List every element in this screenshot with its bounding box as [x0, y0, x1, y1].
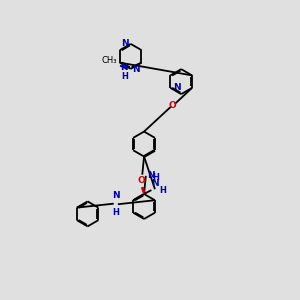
Text: H: H: [112, 208, 119, 217]
Text: N: N: [173, 83, 181, 92]
Text: H: H: [121, 71, 128, 80]
Text: O: O: [169, 101, 177, 110]
Text: N: N: [121, 63, 128, 72]
Text: N: N: [151, 179, 159, 188]
Text: N: N: [132, 65, 140, 74]
Text: H: H: [152, 173, 159, 182]
Text: CH₃: CH₃: [102, 56, 117, 65]
Text: N: N: [112, 191, 120, 200]
Text: N: N: [147, 171, 155, 180]
Text: H: H: [159, 186, 166, 195]
Text: O: O: [137, 176, 145, 185]
Text: N: N: [122, 39, 129, 48]
